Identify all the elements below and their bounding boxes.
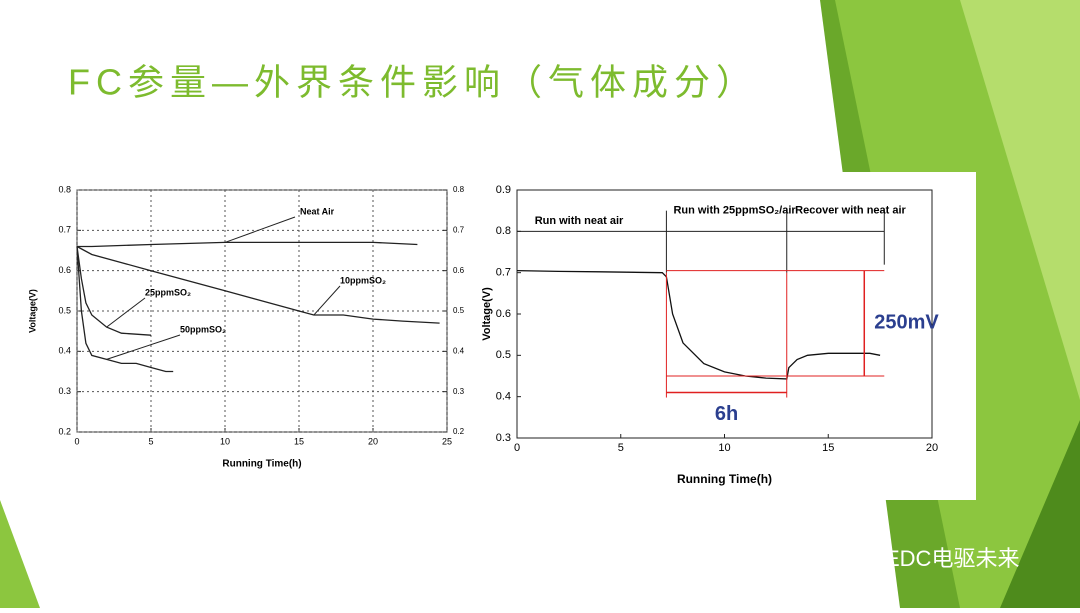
y2-tick-label: 0.7 [453,225,465,234]
leader [106,334,181,360]
drop-label: 250mV [874,312,939,334]
watermark: EDC电驱未来 [885,546,1019,571]
y2-tick-label: 0.8 [453,185,465,194]
y2-tick-label: 0.6 [453,266,465,275]
y-tick-label: 0.3 [58,386,71,396]
y-tick-label: 0.8 [58,184,71,194]
y-tick-label: 0.2 [58,426,71,436]
phase-label: Recover with neat air [795,205,906,217]
series-label: 25ppmSO₂ [145,287,191,297]
y-tick-label: 0.9 [496,184,511,196]
series-label: 10ppmSO₂ [340,275,386,285]
panel [14,170,476,500]
leader [224,216,296,243]
phase-label: Run with 25ppmSO₂/air [673,205,796,217]
y-axis-label: Voltage(V) [481,287,493,341]
y2-tick-label: 0.5 [453,306,465,315]
y-tick-label: 0.3 [496,432,511,444]
leader [313,285,341,316]
x-axis-label: Running Time(h) [677,472,772,486]
data-line [76,246,174,373]
x-tick-label: 15 [294,436,304,446]
decor [1000,420,1080,608]
decor [0,500,40,608]
y2-tick-label: 0.4 [453,346,465,355]
x-tick-label: 0 [74,436,79,446]
data-line [516,269,881,380]
x-tick-label: 0 [514,442,520,454]
data-line [76,245,440,324]
y-tick-label: 0.8 [496,225,511,237]
y-tick-label: 0.5 [58,305,71,315]
y-tick-label: 0.6 [496,308,511,320]
x-tick-label: 5 [148,436,153,446]
x-tick-label: 15 [822,442,834,454]
x-tick-label: 10 [718,442,730,454]
y-axis-label: Voltage(V) [27,289,37,333]
x-axis-label: Running Time(h) [222,459,301,470]
slide-title: FC参量—外界条件影响（气体成分） [68,62,758,103]
y-tick-label: 0.4 [58,346,71,356]
x-tick-label: 10 [220,436,230,446]
duration-label: 6h [715,403,738,425]
x-tick-label: 25 [442,436,452,446]
x-tick-label: 5 [618,442,624,454]
data-line [76,246,152,336]
y2-tick-label: 0.2 [453,427,465,436]
panel [476,172,976,500]
series-label: 50ppmSO₂ [180,324,226,334]
y-tick-label: 0.4 [496,391,511,403]
decor [960,0,1080,400]
y-tick-label: 0.5 [496,349,511,361]
y-tick-label: 0.6 [58,265,71,275]
leader [106,297,146,328]
y-tick-label: 0.7 [58,225,71,235]
series-label: Neat Air [300,206,335,216]
phase-label: Run with neat air [535,215,624,227]
y-tick-label: 0.7 [496,267,511,279]
y2-tick-label: 0.3 [453,387,465,396]
x-tick-label: 20 [926,442,938,454]
x-tick-label: 20 [368,436,378,446]
